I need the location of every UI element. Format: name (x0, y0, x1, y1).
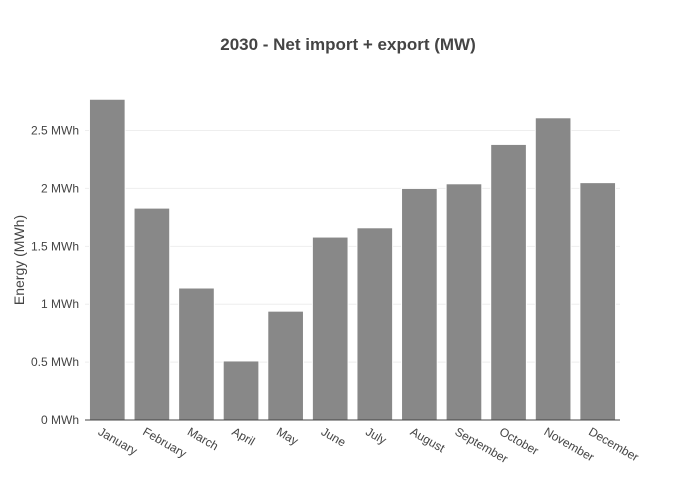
x-tick-label: April (230, 424, 258, 448)
bar-september (445, 183, 483, 421)
gridlines (85, 130, 620, 363)
x-tick-label: February (140, 424, 189, 460)
bar-october (490, 143, 527, 421)
x-tick-label: May (274, 424, 301, 447)
x-tick-label: November (542, 424, 597, 464)
x-tick-label: August (408, 424, 448, 455)
y-tick-label: 2 MWh (41, 181, 79, 195)
bar-april (222, 360, 260, 421)
chart-title: 2030 - Net import + export (MW) (220, 35, 476, 54)
bars (88, 98, 617, 421)
y-tick-label: 2.5 MWh (31, 124, 79, 138)
bar-december (579, 182, 617, 421)
bar-january (88, 98, 126, 421)
y-tick-label: 1.5 MWh (31, 239, 79, 253)
x-tick-label: June (319, 424, 349, 449)
y-tick-label: 0.5 MWh (31, 355, 79, 369)
x-tick-label: January (96, 424, 140, 457)
bar-march (178, 287, 215, 421)
y-axis-label: Energy (MWh) (11, 215, 27, 305)
bar-june (311, 236, 349, 421)
x-tick-label: March (185, 424, 221, 453)
x-tick-label: July (363, 424, 388, 447)
y-tick-label: 0 MWh (41, 413, 79, 427)
y-tick-label: 1 MWh (41, 297, 79, 311)
bar-february (133, 207, 171, 421)
x-tick-label: December (586, 424, 641, 464)
y-axis-ticks: 0 MWh 0.5 MWh 1 MWh 1.5 MWh 2 MWh 2.5 MWh (31, 124, 79, 427)
bar-november (534, 117, 572, 421)
bar-may (267, 310, 304, 421)
bar-august (401, 187, 438, 421)
bar-july (356, 227, 394, 421)
